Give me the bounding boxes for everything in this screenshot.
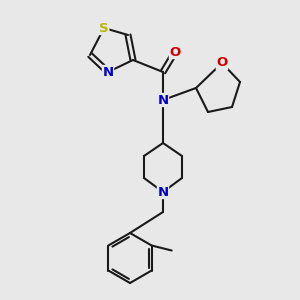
- Text: N: N: [158, 94, 169, 106]
- Text: O: O: [216, 56, 228, 70]
- Text: O: O: [169, 46, 181, 59]
- Text: N: N: [158, 185, 169, 199]
- Text: S: S: [99, 22, 109, 34]
- Text: N: N: [102, 65, 114, 79]
